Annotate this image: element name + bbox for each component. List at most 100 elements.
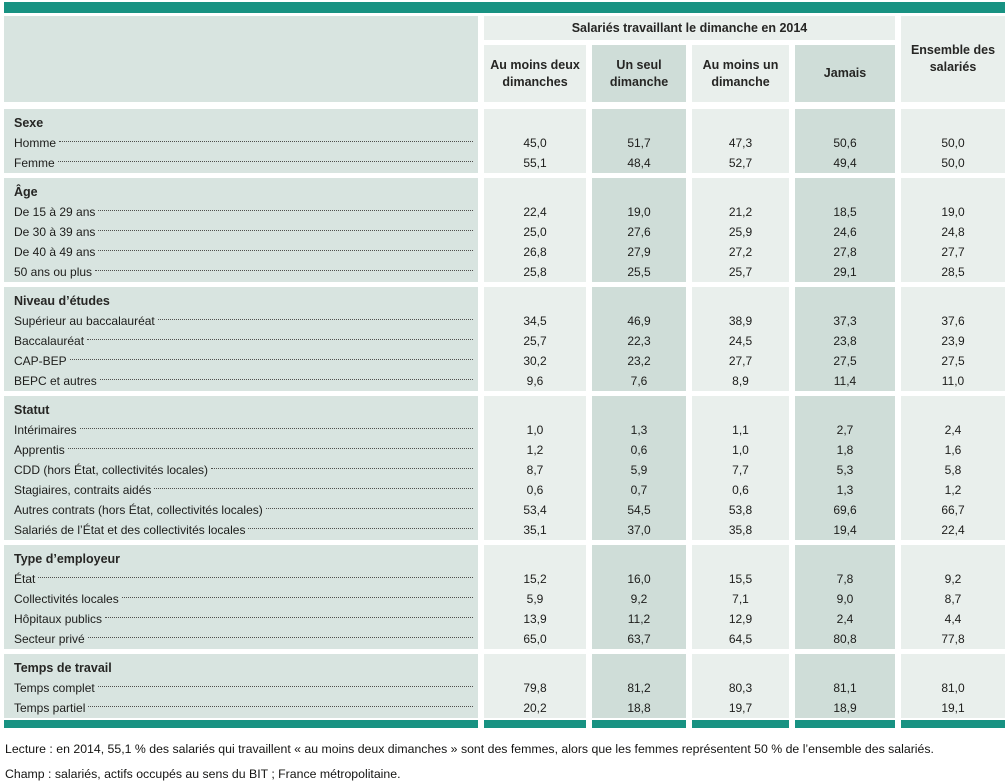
table-section: Type d’employeur État 15,2 16,0 15,5 7,8 9,2 Co… [4, 545, 1005, 649]
value-cell: 37,6 [901, 311, 1005, 331]
table-section: Sexe Homme 45,0 51,7 47,3 50,6 50,0 Femme 55,1 48… [4, 109, 1005, 173]
column-band-cell [592, 178, 686, 202]
table-row-label: Baccalauréat [4, 331, 478, 351]
row-label-text: 50 ans ou plus [14, 265, 93, 279]
value-cell: 19,0 [901, 202, 1005, 222]
dotted-leader [98, 229, 473, 231]
value-cell: 7,6 [592, 371, 686, 391]
row-label-text: Collectivités locales [14, 592, 119, 606]
dotted-leader [98, 209, 473, 211]
value-cell: 7,7 [692, 460, 789, 480]
table-body: Sexe Homme 45,0 51,7 47,3 50,6 50,0 Femme 55,1 48… [4, 109, 1005, 718]
table-row-label: De 40 à 49 ans [4, 242, 478, 262]
value-cell: 1,3 [795, 480, 895, 500]
value-cell: 18,9 [795, 698, 895, 718]
value-cell: 52,7 [692, 153, 789, 173]
column-band-cell [592, 654, 686, 678]
value-cell: 24,5 [692, 331, 789, 351]
row-label-text: Homme [14, 136, 57, 150]
value-cell: 35,1 [484, 520, 586, 540]
value-cell: 38,9 [692, 311, 789, 331]
value-cell: 37,3 [795, 311, 895, 331]
value-cell: 2,7 [795, 420, 895, 440]
column-band-cell [484, 109, 586, 133]
header-stub-cell [4, 16, 478, 102]
value-cell: 5,3 [795, 460, 895, 480]
champ-note: Champ : salariés, actifs occupés au sens… [5, 766, 401, 781]
table-section: Niveau d’études Supérieur au baccalauréat… [4, 287, 1005, 391]
row-label-text: Supérieur au baccalauréat [14, 314, 155, 328]
table-row-label: CDD (hors État, collectivités locales) [4, 460, 478, 480]
value-cell: 0,6 [692, 480, 789, 500]
value-cell: 50,0 [901, 133, 1005, 153]
table-row-label: CAP-BEP [4, 351, 478, 371]
section-title: Niveau d’études [4, 287, 478, 311]
column-band-cell [592, 109, 686, 133]
value-cell: 37,0 [592, 520, 686, 540]
value-cell: 47,3 [692, 133, 789, 153]
top-rule [4, 2, 1005, 13]
value-cell: 24,6 [795, 222, 895, 242]
value-cell: 27,8 [795, 242, 895, 262]
value-cell: 64,5 [692, 629, 789, 649]
column-band-cell [901, 109, 1005, 133]
column-band-cell [795, 545, 895, 569]
value-cell: 28,5 [901, 262, 1005, 282]
column-band-cell [795, 178, 895, 202]
section-title: Âge [4, 178, 478, 202]
value-cell: 25,0 [484, 222, 586, 242]
dotted-leader [265, 507, 473, 509]
column-band-cell [901, 396, 1005, 420]
column-band-cell [692, 396, 789, 420]
value-cell: 77,8 [901, 629, 1005, 649]
value-cell: 27,5 [901, 351, 1005, 371]
value-cell: 25,5 [592, 262, 686, 282]
bottom-rule-segment [4, 720, 478, 728]
value-cell: 53,8 [692, 500, 789, 520]
dotted-leader [105, 616, 473, 618]
row-label-text: Hôpitaux publics [14, 612, 103, 626]
value-cell: 30,2 [484, 351, 586, 371]
value-cell: 5,9 [484, 589, 586, 609]
table-section: Âge De 15 à 29 ans 22,4 19,0 21,2 18,5 19,0 De … [4, 178, 1005, 282]
value-cell: 12,9 [692, 609, 789, 629]
section-title: Statut [4, 396, 478, 420]
value-cell: 5,8 [901, 460, 1005, 480]
value-cell: 46,9 [592, 311, 686, 331]
row-label-text: État [14, 572, 36, 586]
column-header-au-moins-un-dimanche: Au moins un dimanche [692, 45, 789, 102]
dotted-leader [248, 527, 473, 529]
value-cell: 35,8 [692, 520, 789, 540]
dotted-leader [67, 447, 473, 449]
table-row-label: État [4, 569, 478, 589]
dotted-leader [88, 705, 473, 707]
dotted-leader [87, 636, 473, 638]
row-label-text: CDD (hors État, collectivités locales) [14, 463, 209, 477]
dotted-leader [57, 160, 473, 162]
column-band-cell [592, 545, 686, 569]
row-label-text: Temps partiel [14, 701, 86, 715]
bottom-rule-segment [484, 720, 586, 728]
value-cell: 19,1 [901, 698, 1005, 718]
column-group-title: Salariés travaillant le dimanche en 2014 [484, 16, 895, 40]
column-band-cell [484, 654, 586, 678]
value-cell: 11,0 [901, 371, 1005, 391]
dotted-leader [121, 596, 473, 598]
column-band-cell [795, 109, 895, 133]
value-cell: 15,5 [692, 569, 789, 589]
value-cell: 2,4 [795, 609, 895, 629]
value-cell: 23,2 [592, 351, 686, 371]
value-cell: 1,2 [901, 480, 1005, 500]
value-cell: 19,0 [592, 202, 686, 222]
value-cell: 69,6 [795, 500, 895, 520]
column-band-cell [692, 545, 789, 569]
value-cell: 27,9 [592, 242, 686, 262]
table-header: Salariés travaillant le dimanche en 2014… [4, 16, 1005, 102]
value-cell: 1,0 [692, 440, 789, 460]
value-cell: 23,9 [901, 331, 1005, 351]
column-band-cell [592, 396, 686, 420]
column-band-cell [795, 654, 895, 678]
column-band-cell [901, 654, 1005, 678]
value-cell: 49,4 [795, 153, 895, 173]
value-cell: 11,2 [592, 609, 686, 629]
